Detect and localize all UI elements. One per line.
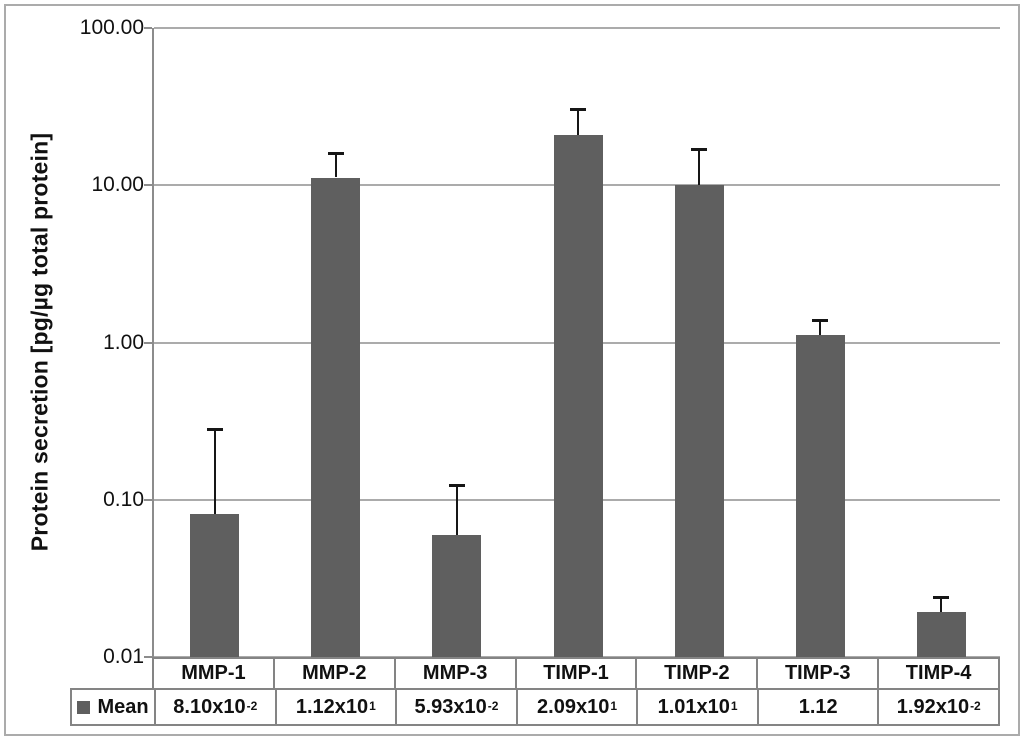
y-tick-label: 100.00 bbox=[79, 16, 144, 39]
error-bar-TIMP-2 bbox=[698, 149, 701, 185]
bar-TIMP-1 bbox=[553, 134, 603, 657]
error-bar-cap bbox=[206, 428, 223, 432]
gridline bbox=[154, 27, 1000, 29]
legend-label: Mean bbox=[97, 695, 149, 718]
category-label-TIMP-3: TIMP-3 bbox=[756, 659, 877, 688]
category-header-row: MMP-1 MMP-2 MMP-3 TIMP-1 TIMP-2 TIMP-3 TIMP-4 bbox=[152, 657, 1000, 690]
y-axis-tick bbox=[144, 341, 152, 344]
y-axis-title: Protein secretion [pg/µg total protein] bbox=[26, 132, 53, 552]
error-bar-TIMP-1 bbox=[577, 109, 579, 135]
error-bar-cap bbox=[448, 483, 465, 487]
bar-TIMP-3 bbox=[795, 334, 845, 657]
category-label-TIMP-1: TIMP-1 bbox=[514, 659, 636, 688]
mean-value-MMP-3: 5.93x10 -2 bbox=[395, 690, 516, 724]
y-axis-tick bbox=[144, 498, 152, 501]
mean-value-row: Mean 8.10x10 -2 1.12x10 1 5.93x10 -2 2.09x10 1 1… bbox=[70, 688, 1000, 726]
mean-value-MMP-2: 1.12x10 1 bbox=[274, 690, 396, 724]
y-axis-tick bbox=[144, 656, 152, 658]
error-bar-MMP-2 bbox=[334, 153, 337, 178]
error-bar-cap bbox=[812, 318, 829, 322]
category-label-MMP-2: MMP-2 bbox=[272, 659, 394, 688]
plot-area bbox=[152, 27, 1000, 658]
error-bar-TIMP-4 bbox=[940, 597, 943, 613]
category-label-TIMP-2: TIMP-2 bbox=[635, 659, 756, 688]
category-label-TIMP-4: TIMP-4 bbox=[877, 659, 998, 688]
error-bar-cap bbox=[691, 148, 708, 151]
error-bar-cap bbox=[570, 108, 586, 112]
y-axis-tick bbox=[144, 27, 152, 29]
y-axis-tick bbox=[144, 184, 152, 187]
y-tick-label: 0.01 bbox=[103, 645, 144, 668]
y-tick-label: 1.00 bbox=[103, 330, 144, 354]
error-bar-cap bbox=[327, 152, 344, 156]
mean-value-TIMP-4: 1.92x10 -2 bbox=[877, 690, 998, 724]
category-label-MMP-1: MMP-1 bbox=[181, 662, 246, 684]
bar-TIMP-2 bbox=[674, 184, 724, 657]
mean-value-TIMP-3: 1.12 bbox=[756, 690, 878, 724]
bar-MMP-3 bbox=[432, 535, 482, 657]
mean-value-MMP-1: 8.10x10 -2 bbox=[154, 690, 275, 724]
bar-TIMP-4 bbox=[916, 612, 966, 657]
legend-cell: Mean bbox=[72, 690, 154, 724]
mean-value-TIMP-2: 1.01x10 1 bbox=[636, 690, 757, 724]
error-bar-MMP-3 bbox=[455, 484, 458, 536]
figure-border bbox=[4, 4, 1020, 736]
y-tick-label: 0.10 bbox=[103, 487, 144, 511]
error-bar-MMP-1 bbox=[213, 429, 216, 515]
error-bar-TIMP-3 bbox=[819, 319, 822, 335]
y-tick-label: 10.00 bbox=[91, 173, 144, 197]
error-bar-cap bbox=[933, 596, 950, 600]
bar-MMP-1 bbox=[190, 514, 240, 657]
category-label-MMP-3: MMP-3 bbox=[393, 659, 515, 688]
bar-MMP-2 bbox=[311, 177, 361, 657]
mean-value-TIMP-1: 2.09x10 1 bbox=[515, 690, 637, 724]
legend-marker-icon bbox=[77, 700, 91, 714]
